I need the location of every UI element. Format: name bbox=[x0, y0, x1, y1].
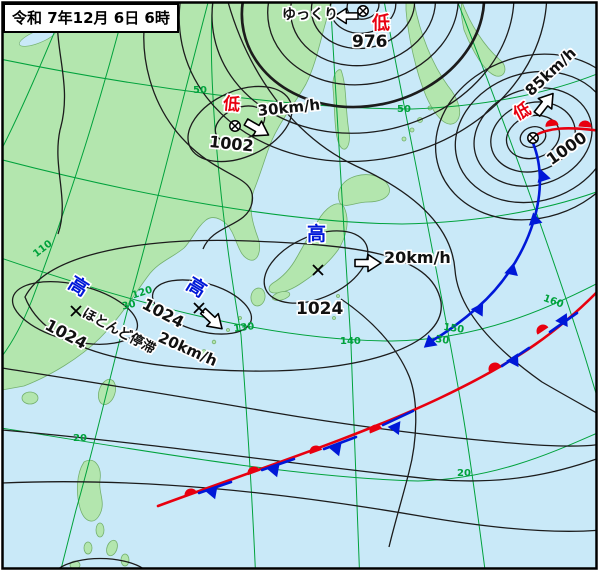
landmass-okhotsk-coast bbox=[460, 2, 506, 77]
pressure-value-1024-japan: 1024 bbox=[296, 299, 344, 319]
island-ryukyu-2 bbox=[226, 328, 230, 332]
low-symbol-okhotsk: 低 bbox=[372, 13, 390, 34]
isobars-low-1000 bbox=[434, 53, 597, 221]
isobar-high-west-loop bbox=[11, 281, 139, 345]
island-kuril-2 bbox=[409, 127, 415, 133]
island-hainan bbox=[21, 391, 39, 405]
landmass-kamchatka bbox=[405, 2, 461, 125]
island-philippines-1 bbox=[95, 522, 105, 538]
meridian-140 bbox=[329, 2, 360, 569]
latitude-20 bbox=[2, 427, 597, 482]
island-philippines-2 bbox=[83, 541, 93, 555]
low-center-icon bbox=[357, 5, 369, 17]
island-ryukyu-1 bbox=[238, 316, 242, 320]
isobars bbox=[2, 2, 597, 569]
chart-datetime-title: 令和 7年12月 6日 6時 bbox=[3, 3, 179, 33]
latitude-50 bbox=[2, 58, 597, 110]
warm-front bbox=[532, 118, 597, 138]
isobar-south-3 bbox=[57, 557, 145, 569]
island-shikoku bbox=[271, 291, 291, 301]
isobar-continent-1 bbox=[56, 2, 66, 235]
pressure-value-976: 976 bbox=[352, 32, 388, 52]
meridian-110 bbox=[2, 2, 127, 358]
island-sakhalin bbox=[332, 69, 350, 150]
grid-label-lat30-east: 30 bbox=[434, 334, 450, 347]
meridian-130 bbox=[210, 2, 256, 569]
island-okinawa bbox=[201, 349, 207, 355]
island-ryukyu-3 bbox=[211, 339, 217, 345]
low-symbol-continent: 低 bbox=[222, 94, 242, 116]
island-luzon bbox=[76, 459, 103, 522]
grid-label-lat20-east: 20 bbox=[457, 468, 471, 479]
isobar-continent-2 bbox=[143, 2, 254, 250]
speed-label-20kmh-japan: 20km/h bbox=[384, 248, 451, 267]
island-kyushu bbox=[250, 287, 266, 307]
latitude-30 bbox=[2, 257, 597, 342]
island-hokkaido bbox=[338, 174, 390, 206]
pressure-value-1002: 1002 bbox=[208, 132, 255, 156]
motion-label-yukkuri: ゆっくり bbox=[282, 7, 338, 23]
grid-label-lat50-west: 50 bbox=[193, 85, 207, 96]
high-symbol-japan: 高 bbox=[307, 223, 327, 245]
meridian-150 bbox=[383, 2, 486, 569]
island-kuril-1 bbox=[401, 136, 407, 142]
isobar-merged-trough bbox=[227, 2, 597, 414]
island-izu-2 bbox=[334, 304, 338, 308]
isobar-south-1 bbox=[2, 429, 597, 482]
grid-label-lon140: 140 bbox=[340, 336, 361, 347]
latitude-40 bbox=[2, 159, 597, 225]
isobar-high-outer-loop bbox=[24, 239, 442, 372]
meridian-160 bbox=[457, 2, 597, 399]
isobar-south-2 bbox=[2, 481, 597, 532]
low-center-icon bbox=[527, 132, 539, 144]
grid-label-lat50-east: 50 bbox=[397, 104, 411, 115]
cold-front bbox=[419, 141, 553, 354]
grid-label-lat20-west: 20 bbox=[73, 433, 87, 444]
island-izu-3 bbox=[332, 316, 336, 320]
low-center-icon bbox=[229, 120, 241, 132]
isobar-south-0 bbox=[2, 367, 597, 447]
island-izu-1 bbox=[336, 294, 340, 298]
island-philippines-3 bbox=[106, 539, 118, 557]
map-frame bbox=[1, 1, 598, 570]
isobar-ridge-east bbox=[340, 298, 417, 548]
stationary-front bbox=[156, 290, 597, 508]
isobars-low-976 bbox=[178, 2, 548, 163]
isobar-high-japan-loop bbox=[263, 230, 369, 304]
isobar-high-ecs-loop bbox=[151, 279, 253, 335]
